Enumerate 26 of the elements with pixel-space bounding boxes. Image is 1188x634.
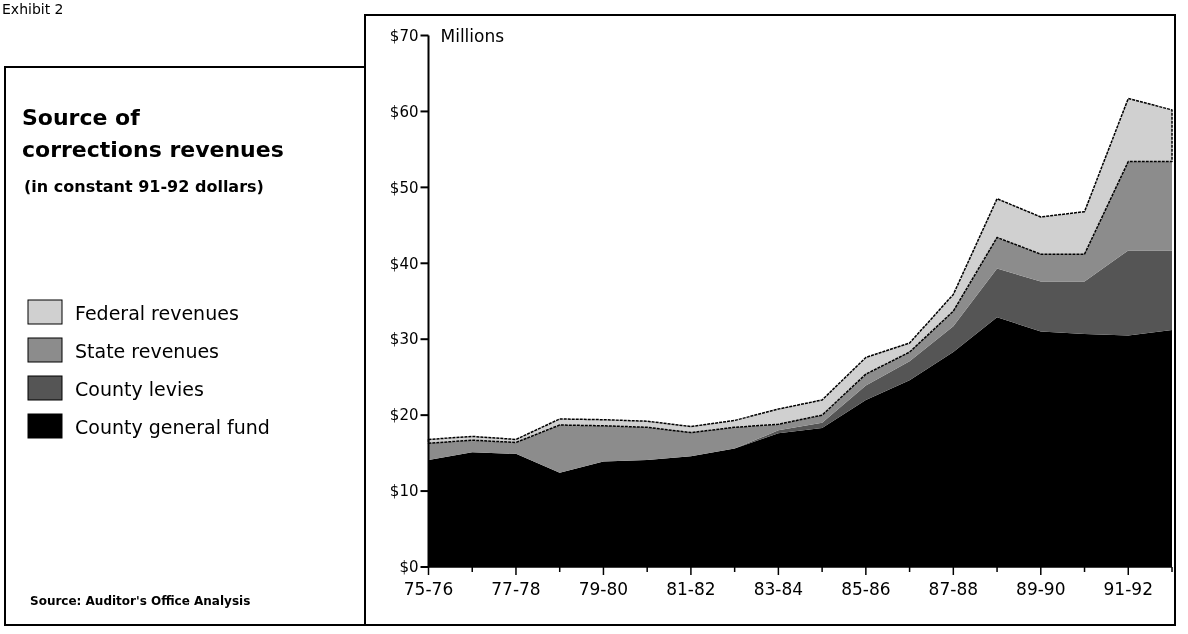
x-tick-label: 81-82	[666, 579, 716, 599]
y-tick-label: $40	[389, 254, 419, 273]
y-tick-label: $70	[389, 26, 419, 45]
legend-label: County general fund	[75, 416, 270, 438]
y-tick-label: $10	[389, 482, 419, 501]
legend-label: State revenues	[75, 340, 220, 362]
text: (in constant 91-92 dollars)	[24, 177, 264, 196]
x-tick-label: 79-80	[578, 579, 629, 599]
text: Source of corrections revenues	[22, 105, 284, 162]
x-tick-label: 89-90	[1016, 579, 1066, 599]
source-note: Source: Auditor's Office Analysis	[30, 594, 251, 608]
x-tick-label: 87-88	[928, 579, 979, 599]
y-tick-label: $30	[389, 330, 419, 349]
legend-label: Federal revenues	[75, 302, 239, 324]
y-tick-label: $60	[389, 102, 419, 121]
y-tick-label: $50	[389, 178, 419, 197]
y-tick-label: $0	[399, 558, 419, 577]
y-axis-title: Millions	[440, 26, 505, 47]
x-tick-label: 75-76	[403, 579, 454, 599]
text: Exhibit 2	[2, 1, 64, 17]
x-tick-label: 85-86	[841, 579, 891, 599]
x-tick-label: 77-78	[491, 579, 541, 599]
x-tick-label: 83-84	[753, 579, 804, 599]
x-tick-label: 91-92	[1103, 579, 1153, 599]
legend-label: County levies	[75, 378, 204, 400]
y-tick-label: $20	[389, 406, 419, 425]
